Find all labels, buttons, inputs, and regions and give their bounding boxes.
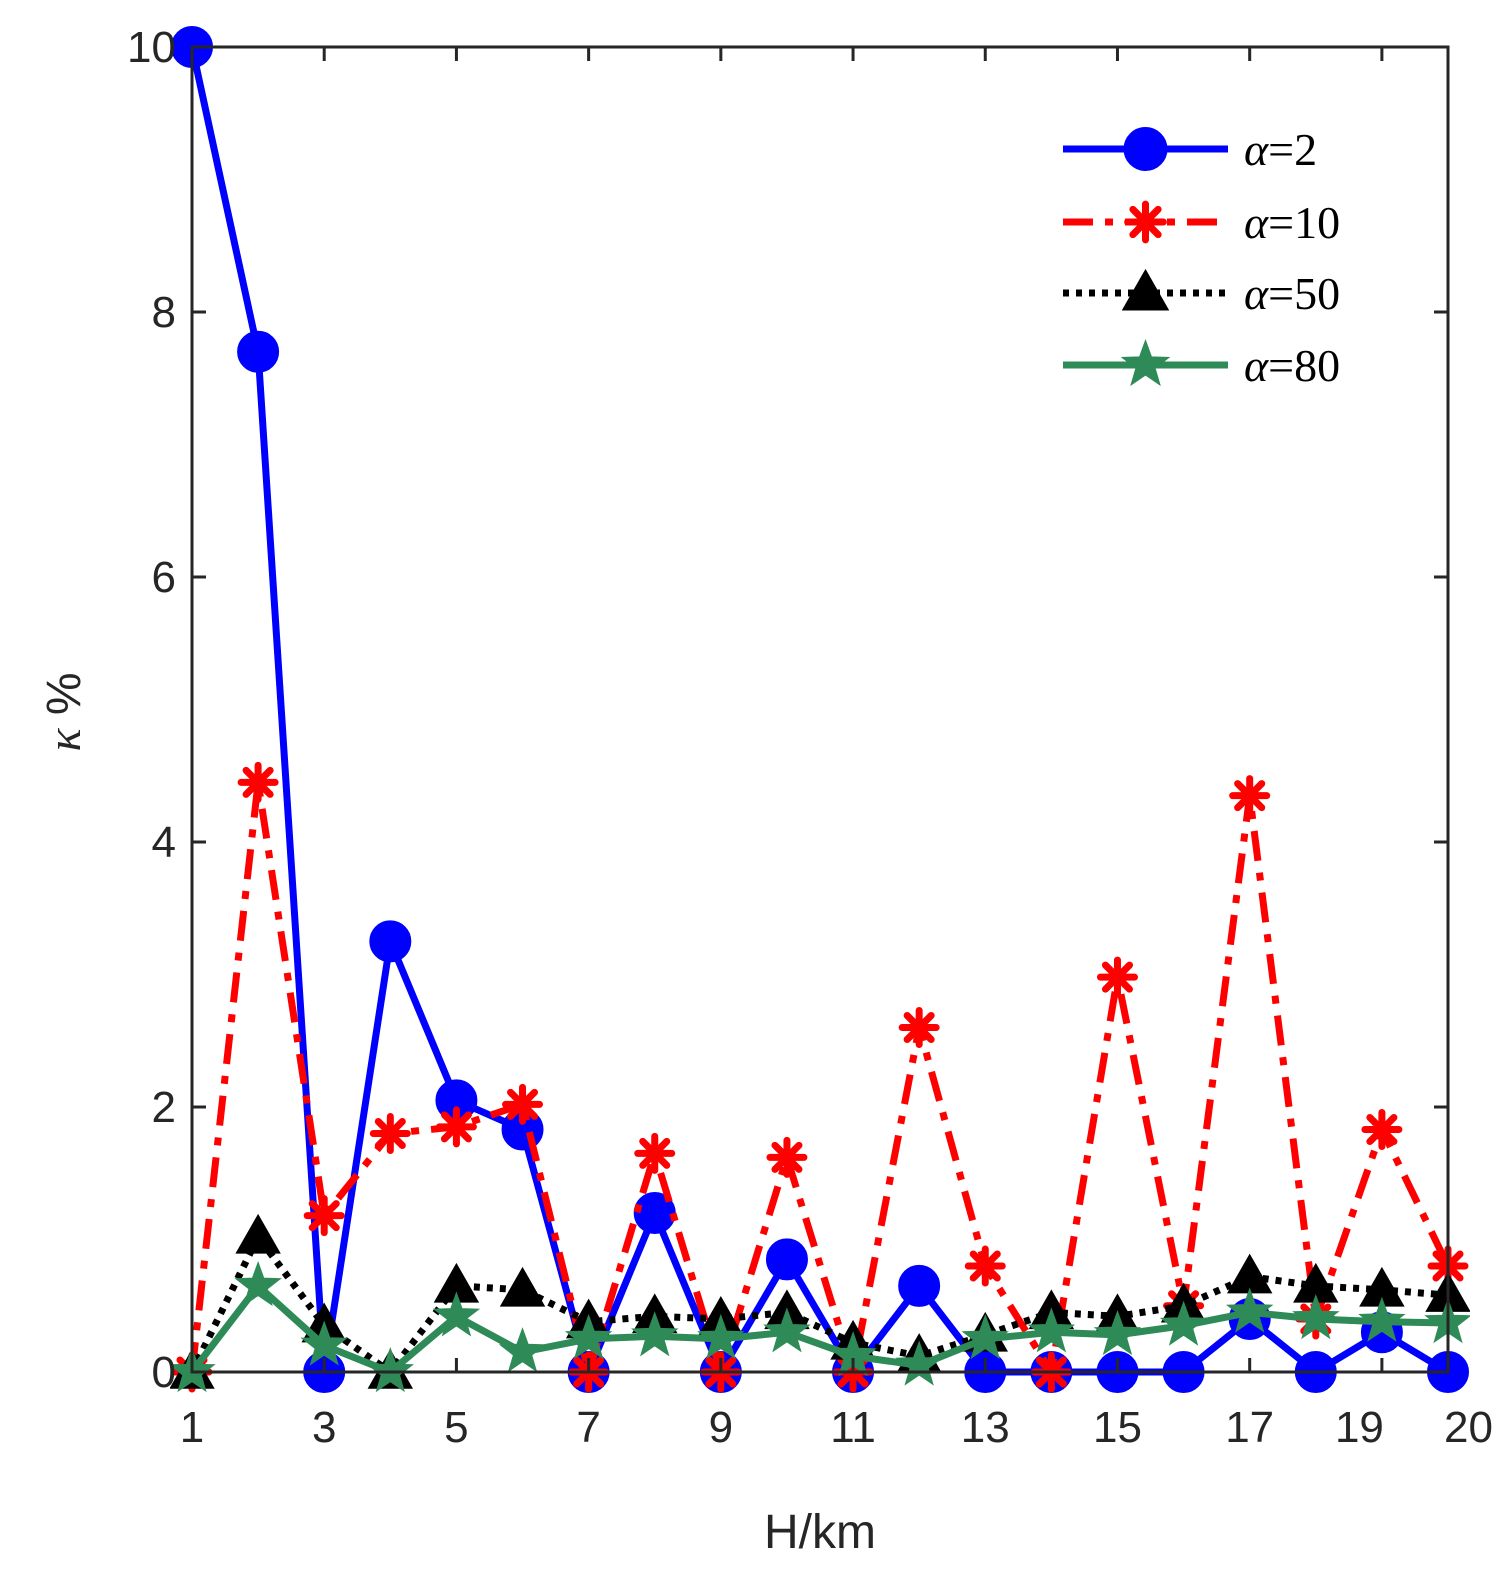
asterisk-stroke [771,1141,803,1173]
legend-label-1: α=2 [1244,124,1317,175]
asterisk-stroke [903,1011,935,1044]
series-4-point [300,1320,348,1366]
y-axis-unit: % [38,672,91,715]
series-4-point [432,1291,481,1337]
series-4-point [697,1313,745,1360]
series-4-point [1358,1296,1406,1342]
series-2-point [502,1083,544,1125]
asterisk-stroke [639,1137,671,1169]
legend-alpha-value: =2 [1268,124,1317,175]
series-3-point [235,1213,281,1254]
y-axis-title: κ % [38,672,91,751]
series-2-point [1096,956,1138,998]
asterisk-stroke [1234,780,1266,812]
series-4-point [630,1311,679,1357]
legend-alpha-value: =50 [1268,268,1340,319]
x-tick-label: 20 [1444,1403,1493,1452]
legend-marker-1 [1123,127,1168,171]
series-1-point [765,1238,808,1281]
series-2-point [1361,1109,1403,1151]
legend-alpha-value: =80 [1268,340,1340,391]
series-2-point [237,761,279,803]
series-2-point [303,1195,345,1237]
series-4-point [564,1313,613,1360]
x-tick-label: 17 [1225,1403,1274,1452]
legend-alpha-symbol: α [1244,197,1269,248]
series-1-point [898,1264,941,1307]
x-axis-title: H/km [764,1506,876,1559]
asterisk-stroke [440,1111,472,1143]
series-line-4 [189,1282,1449,1376]
y-tick-label: 2 [152,1083,176,1132]
series-4-point [498,1327,547,1373]
y-axis-symbol: κ [38,728,91,752]
asterisk-stroke [1366,1114,1398,1146]
series-2-point [964,1245,1006,1287]
series-4-point [1027,1307,1076,1353]
x-tick-label: 3 [312,1403,336,1452]
asterisk-stroke [242,766,274,798]
series-2-point [369,1113,411,1154]
series-line-2 [188,778,1452,1376]
x-tick-label: 13 [961,1403,1010,1452]
series-2-point [1229,775,1271,817]
legend-marker-4 [1120,338,1171,387]
plot-frame [190,45,1450,1374]
y-tick-label: 0 [152,1348,176,1397]
series-4-point [1226,1287,1274,1333]
y-tick-label: 8 [152,288,176,337]
series-2-point [898,1007,940,1048]
series-2-point [435,1106,477,1148]
legend-marker-3 [1121,268,1170,311]
x-tick-label: 11 [830,1403,876,1452]
series-4-point [895,1340,943,1386]
y-tick-label: 4 [152,818,176,867]
asterisk-stroke [507,1088,539,1120]
legend-marker-2 [1124,200,1167,244]
x-tick-label: 9 [709,1403,733,1452]
x-tick-label: 7 [576,1403,600,1452]
series-4-point [1292,1294,1340,1340]
asterisk-stroke [1101,961,1133,993]
asterisk-stroke [1129,205,1162,239]
series-1-point [237,330,280,373]
y-tick-label: 10 [127,23,176,72]
asterisk-stroke [374,1117,406,1150]
series-4-point [1159,1300,1208,1346]
legend-label-4: α=80 [1244,340,1340,391]
y-tick-label: 6 [152,553,176,602]
series-3-point [1226,1253,1273,1294]
legend-label-2: α=10 [1244,197,1340,248]
legend-alpha-symbol: α [1244,124,1269,175]
legend-alpha-symbol: α [1244,268,1269,319]
asterisk-stroke [969,1250,1001,1282]
series-2-point [634,1132,676,1174]
x-tick-label: 5 [444,1403,468,1452]
x-tick-label: 15 [1093,1403,1142,1452]
legend-alpha-symbol: α [1244,340,1269,391]
x-tick-label: 1 [180,1403,204,1452]
series-2-point [766,1136,808,1178]
series-4-point [763,1307,811,1353]
series-4-point [366,1347,414,1393]
asterisk-stroke [308,1200,340,1232]
series-4-point [234,1260,282,1307]
x-tick-label: 19 [1335,1403,1384,1452]
series-1-point [369,920,412,963]
series-4-point [961,1313,1010,1360]
series-3-point [499,1266,546,1307]
legend-label-3: α=50 [1244,268,1340,319]
legend-alpha-value: =10 [1268,197,1340,248]
series-4-point [1093,1309,1142,1356]
